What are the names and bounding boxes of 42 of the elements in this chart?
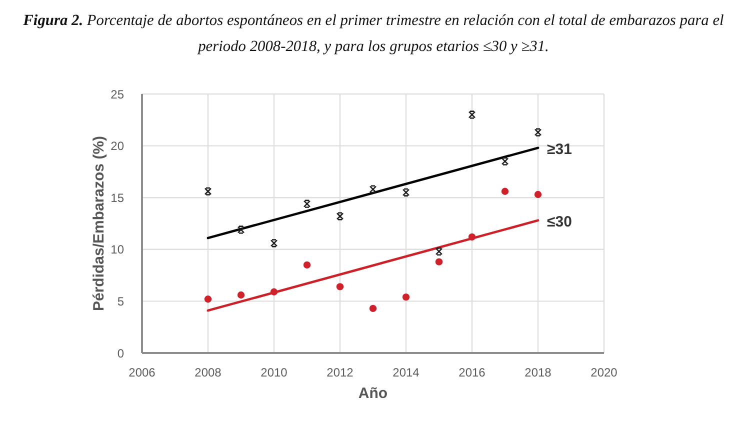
point <box>501 188 509 195</box>
point <box>435 258 443 266</box>
series-label: ≥31 <box>547 140 572 158</box>
x-tick-label: 2006 <box>128 366 156 380</box>
y-tick-label: 10 <box>110 242 124 257</box>
point <box>204 296 212 303</box>
x-tick-label: 2014 <box>392 366 420 380</box>
point <box>237 226 245 234</box>
y-tick-label: 25 <box>110 87 124 102</box>
y-tick-label: 15 <box>110 190 124 205</box>
chart-subtitle: Porcentaje de abortos espontáneos en el primer trimestre en relación con el total de embarazos para el periodo 2008-2018, y para los grupos etarios ≤30 y ≥31. <box>86 12 724 55</box>
y-tick-label: 0 <box>117 346 124 360</box>
x-tick-label: 2016 <box>458 366 486 380</box>
point <box>534 190 542 198</box>
point <box>534 128 542 136</box>
y-axis-title: Pérdidas/Embarazos (%) <box>90 136 108 312</box>
point <box>237 291 245 299</box>
point <box>468 233 476 241</box>
point <box>468 110 476 119</box>
point <box>303 261 311 269</box>
y-tick-label: 5 <box>117 294 124 308</box>
series-label: ≤30 <box>547 213 572 230</box>
point <box>501 157 509 166</box>
point <box>336 212 344 220</box>
x-tick-label: 2018 <box>524 366 552 380</box>
point <box>303 200 311 208</box>
point <box>204 187 212 196</box>
x-tick-label: 2012 <box>326 366 354 380</box>
point <box>270 239 278 248</box>
x-axis-title: Año <box>358 385 388 402</box>
point <box>402 188 410 196</box>
point <box>435 247 443 256</box>
x-tick-label: 2008 <box>194 366 222 380</box>
point <box>402 293 410 301</box>
y-tick-label: 20 <box>110 139 124 154</box>
x-tick-label: 2010 <box>260 366 288 380</box>
point <box>270 288 278 296</box>
x-tick-label: 2020 <box>590 366 618 380</box>
point <box>369 304 377 312</box>
point <box>336 283 344 290</box>
point <box>369 185 377 194</box>
chart-title: Figura 2. <box>23 12 84 29</box>
